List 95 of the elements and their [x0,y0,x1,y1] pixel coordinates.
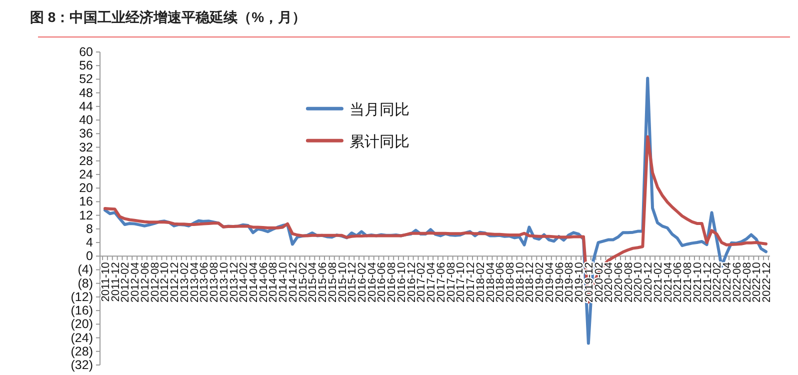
x-tick-label: 2012-10 [159,262,172,303]
x-tick-label: 2018-04 [484,262,497,303]
x-tick-label: 2012-08 [149,262,162,303]
x-tick-label: 2014-10 [278,262,290,303]
x-tick-label: 2016-02 [356,262,369,303]
x-tick-label: 2022-04 [722,262,734,303]
x-tick-label: 2013-04 [188,262,201,303]
x-tick-label: 2015-12 [346,262,359,303]
x-tick-label: 2015-06 [317,262,330,303]
x-tick-label: 2020-10 [632,262,645,303]
x-tick-label: 2016-10 [396,262,408,303]
y-tick-label: (28) [70,344,93,358]
x-tick-label: 2016-12 [406,262,418,303]
x-tick-label: 2015-10 [336,262,349,303]
x-tick-label: 2013-02 [178,262,191,303]
x-tick-label: 2022-10 [751,262,764,303]
y-tick-label: 40 [79,113,94,128]
y-tick-label: (8) [78,276,93,290]
x-tick-label: 2022-12 [761,262,773,303]
y-tick-label: (16) [70,304,93,318]
x-tick-label: 2017-10 [455,262,468,303]
x-tick-label: 2022-06 [731,262,744,303]
y-tick-label: 52 [79,72,94,86]
y-tick-label: 32 [79,140,94,154]
y-tick-label: 60 [79,45,94,59]
x-tick-label: 2021-06 [672,262,684,303]
x-tick-label: 2011-10 [100,262,112,302]
y-tick-label: (24) [70,330,93,345]
y-tick-label: 12 [79,208,94,222]
x-tick-label: 2017-02 [416,262,428,303]
x-tick-label: 2018-12 [524,262,536,303]
y-tick-label: 4 [86,236,94,250]
x-tick-label: 2012-06 [139,262,152,303]
y-tick-label: 56 [79,58,94,73]
x-tick-label: 2020-06 [613,262,626,303]
x-tick-label: 2015-02 [297,262,310,303]
x-tick-label: 2015-08 [326,262,339,303]
y-tick-label: (32) [70,358,93,372]
y-tick-label: 8 [86,222,94,236]
x-tick-label: 2014-08 [268,262,280,303]
y-tick-label: 24 [79,167,94,182]
x-tick-label: 2018-06 [494,262,507,303]
chart-title: 图 8：中国工业经济增速平稳延续（%，月） [30,9,306,25]
x-tick-label: 2011-12 [110,262,122,302]
y-tick-label: (4) [78,262,93,277]
x-tick-label: 2014-04 [248,262,260,303]
x-tick-label: 2018-02 [474,262,487,303]
y-tick-label: 48 [79,86,94,100]
x-tick-label: 2018-08 [504,262,516,303]
x-tick-label: 2015-04 [307,262,320,303]
y-tick-label: 16 [79,194,94,209]
y-tick-label: 36 [79,126,94,141]
x-tick-label: 2016-08 [386,262,398,303]
x-tick-label: 2014-06 [258,262,270,303]
x-tick-label: 2013-06 [198,262,211,303]
x-tick-label: 2019-04 [544,262,556,303]
x-tick-label: 2019-10 [574,262,586,303]
x-tick-label: 2016-06 [376,262,388,303]
x-tick-label: 2019-08 [564,262,576,303]
y-tick-label: 44 [79,99,94,114]
x-tick-label: 2019-02 [534,262,546,303]
y-tick-label: 28 [79,154,94,168]
x-tick-label: 2019-06 [554,262,566,303]
x-tick-label: 2014-12 [287,262,300,303]
x-tick-label: 2020-12 [642,262,655,303]
legend-label: 累计同比 [350,134,410,151]
y-tick-label: (12) [70,290,93,304]
x-tick-label: 2013-08 [208,262,221,303]
x-tick-label: 2020-02 [593,262,606,303]
x-tick-label: 2012-02 [120,262,132,303]
x-tick-label: 2017-12 [465,262,478,303]
x-tick-label: 2019-12 [583,262,596,303]
x-tick-label: 2020-04 [603,262,616,303]
x-tick-label: 2021-02 [652,262,664,303]
y-tick-label: (20) [70,317,93,332]
x-tick-label: 2022-08 [741,262,754,303]
x-tick-label: 2017-06 [435,262,448,303]
x-tick-label: 2016-04 [366,262,378,303]
y-tick-label: 20 [79,181,94,196]
x-tick-label: 2012-04 [130,262,142,303]
x-tick-label: 2021-08 [682,262,694,303]
y-tick-label: 0 [86,249,94,264]
x-tick-label: 2017-08 [445,262,458,303]
x-tick-label: 2021-10 [692,262,704,303]
x-tick-label: 2020-08 [622,262,635,303]
x-tick-label: 2022-02 [712,262,724,303]
legend-label: 当月同比 [350,102,410,119]
x-tick-label: 2017-04 [426,262,438,303]
x-tick-label: 2018-10 [514,262,526,303]
x-tick-label: 2021-04 [662,262,674,303]
x-tick-label: 2013-10 [218,262,230,303]
x-tick-label: 2021-12 [702,262,714,303]
x-tick-label: 2014-02 [238,262,250,303]
x-tick-label: 2013-12 [228,262,240,303]
x-tick-label: 2012-12 [169,262,182,303]
